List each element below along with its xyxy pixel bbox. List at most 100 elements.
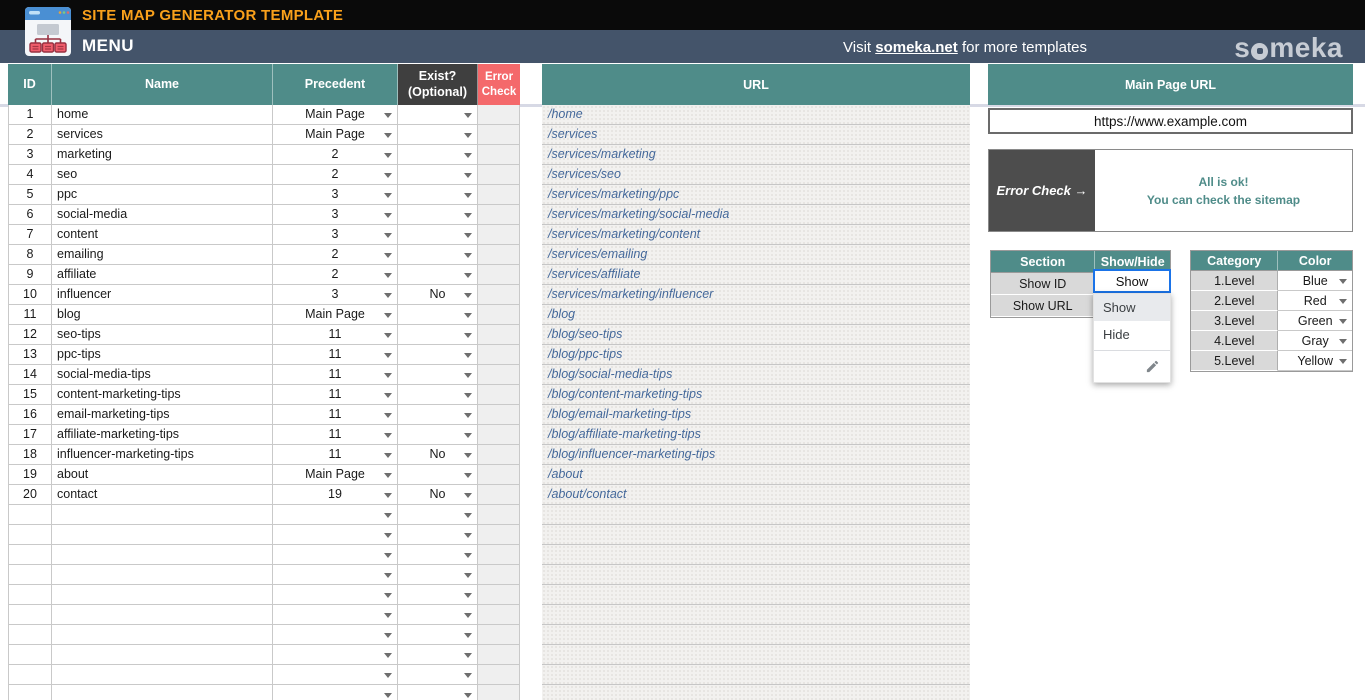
name-cell[interactable]: contact: [52, 485, 273, 504]
exist-cell[interactable]: [398, 125, 478, 144]
precedent-cell[interactable]: [273, 525, 398, 544]
dropdown-arrow-icon[interactable]: [464, 353, 472, 358]
exist-cell[interactable]: [398, 525, 478, 544]
name-cell[interactable]: [52, 645, 273, 664]
url-cell[interactable]: [542, 685, 970, 700]
url-cell[interactable]: [542, 665, 970, 685]
dropdown-arrow-icon[interactable]: [464, 653, 472, 658]
menu-label[interactable]: MENU: [82, 36, 135, 55]
name-cell[interactable]: content: [52, 225, 273, 244]
dropdown-arrow-icon[interactable]: [464, 233, 472, 238]
id-cell[interactable]: 7: [8, 225, 52, 244]
precedent-cell[interactable]: Main Page: [273, 105, 398, 124]
exist-cell[interactable]: [398, 505, 478, 524]
precedent-cell[interactable]: 11: [273, 345, 398, 364]
name-cell[interactable]: [52, 505, 273, 524]
exist-cell[interactable]: [398, 165, 478, 184]
name-cell[interactable]: influencer-marketing-tips: [52, 445, 273, 464]
name-cell[interactable]: social-media-tips: [52, 365, 273, 384]
exist-cell[interactable]: [398, 205, 478, 224]
selected-showhide-cell[interactable]: Show: [1093, 269, 1171, 293]
url-cell[interactable]: /blog/social-media-tips: [542, 365, 970, 385]
id-cell[interactable]: [8, 645, 52, 664]
color-value-cell[interactable]: Red: [1278, 291, 1352, 311]
dropdown-arrow-icon[interactable]: [384, 153, 392, 158]
dropdown-arrow-icon[interactable]: [464, 553, 472, 558]
name-cell[interactable]: [52, 585, 273, 604]
url-cell[interactable]: /services/marketing/ppc: [542, 185, 970, 205]
dropdown-option[interactable]: Show: [1094, 294, 1170, 321]
precedent-cell[interactable]: 2: [273, 265, 398, 284]
url-cell[interactable]: /home: [542, 105, 970, 125]
url-cell[interactable]: /services/emailing: [542, 245, 970, 265]
color-value-cell[interactable]: Green: [1278, 311, 1352, 331]
id-cell[interactable]: 18: [8, 445, 52, 464]
url-cell[interactable]: [542, 565, 970, 585]
url-cell[interactable]: /blog/affiliate-marketing-tips: [542, 425, 970, 445]
name-cell[interactable]: affiliate: [52, 265, 273, 284]
exist-cell[interactable]: [398, 225, 478, 244]
precedent-cell[interactable]: [273, 625, 398, 644]
precedent-cell[interactable]: 3: [273, 185, 398, 204]
dropdown-arrow-icon[interactable]: [384, 333, 392, 338]
dropdown-arrow-icon[interactable]: [384, 313, 392, 318]
dropdown-arrow-icon[interactable]: [464, 153, 472, 158]
dropdown-arrow-icon[interactable]: [464, 393, 472, 398]
dropdown-arrow-icon[interactable]: [384, 293, 392, 298]
exist-cell[interactable]: [398, 245, 478, 264]
dropdown-arrow-icon[interactable]: [464, 373, 472, 378]
id-cell[interactable]: 2: [8, 125, 52, 144]
dropdown-arrow-icon[interactable]: [384, 493, 392, 498]
exist-cell[interactable]: [398, 665, 478, 684]
name-cell[interactable]: influencer: [52, 285, 273, 304]
exist-cell[interactable]: [398, 605, 478, 624]
exist-cell[interactable]: No: [398, 285, 478, 304]
url-cell[interactable]: /services/marketing/content: [542, 225, 970, 245]
exist-cell[interactable]: [398, 325, 478, 344]
color-value-cell[interactable]: Gray: [1278, 331, 1352, 351]
name-cell[interactable]: emailing: [52, 245, 273, 264]
id-cell[interactable]: [8, 525, 52, 544]
name-cell[interactable]: seo-tips: [52, 325, 273, 344]
main-page-url-input[interactable]: https://www.example.com: [988, 108, 1353, 134]
dropdown-arrow-icon[interactable]: [384, 433, 392, 438]
id-cell[interactable]: 12: [8, 325, 52, 344]
dropdown-arrow-icon[interactable]: [464, 433, 472, 438]
precedent-cell[interactable]: [273, 505, 398, 524]
dropdown-arrow-icon[interactable]: [464, 613, 472, 618]
dropdown-arrow-icon[interactable]: [384, 613, 392, 618]
name-cell[interactable]: home: [52, 105, 273, 124]
url-cell[interactable]: /services/affiliate: [542, 265, 970, 285]
dropdown-arrow-icon[interactable]: [464, 673, 472, 678]
exist-cell[interactable]: [398, 425, 478, 444]
dropdown-arrow-icon[interactable]: [464, 493, 472, 498]
id-cell[interactable]: 14: [8, 365, 52, 384]
dropdown-arrow-icon[interactable]: [384, 513, 392, 518]
precedent-cell[interactable]: [273, 545, 398, 564]
dropdown-arrow-icon[interactable]: [464, 113, 472, 118]
exist-cell[interactable]: [398, 365, 478, 384]
url-cell[interactable]: /services/seo: [542, 165, 970, 185]
color-value-cell[interactable]: Blue: [1278, 271, 1352, 291]
exist-cell[interactable]: [398, 385, 478, 404]
exist-cell[interactable]: [398, 565, 478, 584]
url-cell[interactable]: /blog: [542, 305, 970, 325]
name-cell[interactable]: content-marketing-tips: [52, 385, 273, 404]
url-cell[interactable]: /blog/content-marketing-tips: [542, 385, 970, 405]
url-cell[interactable]: /blog/ppc-tips: [542, 345, 970, 365]
precedent-cell[interactable]: 11: [273, 325, 398, 344]
id-cell[interactable]: 20: [8, 485, 52, 504]
exist-cell[interactable]: [398, 625, 478, 644]
url-cell[interactable]: /about/contact: [542, 485, 970, 505]
id-cell[interactable]: [8, 605, 52, 624]
exist-cell[interactable]: [398, 265, 478, 284]
dropdown-arrow-icon[interactable]: [384, 633, 392, 638]
dropdown-arrow-icon[interactable]: [384, 133, 392, 138]
id-cell[interactable]: [8, 545, 52, 564]
exist-cell[interactable]: [398, 545, 478, 564]
name-cell[interactable]: marketing: [52, 145, 273, 164]
exist-cell[interactable]: [398, 645, 478, 664]
url-cell[interactable]: /services/marketing/influencer: [542, 285, 970, 305]
dropdown-arrow-icon[interactable]: [1339, 339, 1347, 344]
url-cell[interactable]: /services: [542, 125, 970, 145]
